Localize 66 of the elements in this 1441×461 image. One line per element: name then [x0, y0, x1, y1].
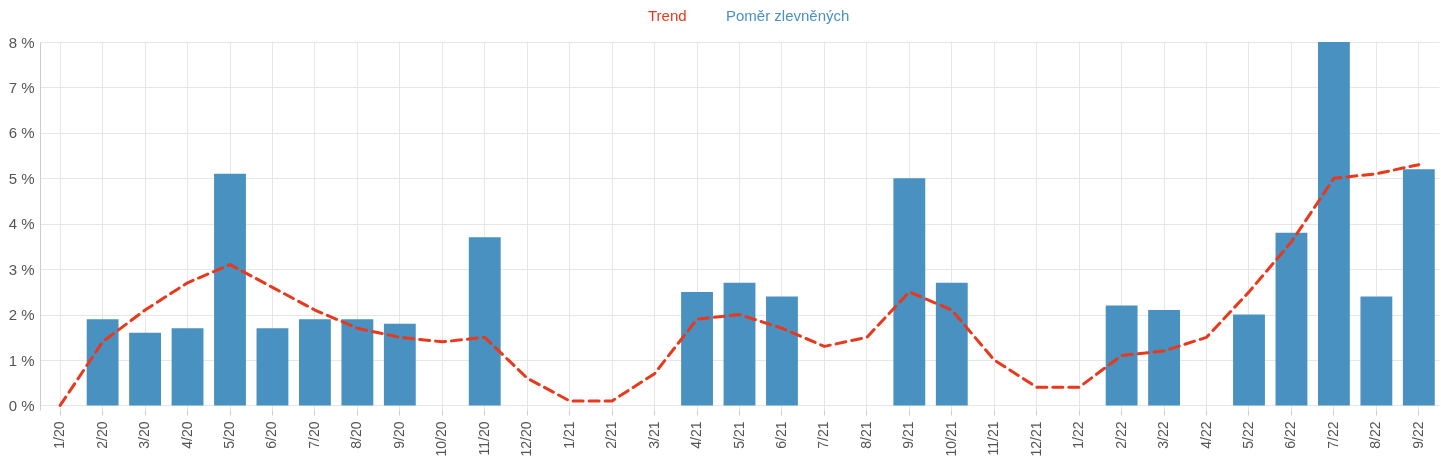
bar [341, 319, 374, 406]
x-tick-label: 3/22 [1155, 421, 1172, 449]
bar [1148, 310, 1180, 406]
y-tick-label: 7 % [8, 78, 35, 96]
bar [256, 328, 289, 406]
bar [214, 173, 246, 406]
x-tick-label: 11/21 [985, 421, 1002, 456]
x-tick-label: 12/20 [518, 421, 535, 457]
y-tick-label: 2 % [8, 306, 35, 324]
x-tick-label: 8/22 [1367, 421, 1384, 449]
x-tick-label: 9/20 [390, 421, 407, 449]
bar [1233, 314, 1265, 406]
x-tick-label: 5/22 [1240, 421, 1256, 449]
x-tick-label: 4/21 [688, 421, 705, 449]
bar [893, 178, 926, 406]
y-tick-label: 6 % [8, 124, 35, 142]
y-tick-label: 1 % [8, 351, 35, 369]
x-tick-label: 11/20 [475, 421, 492, 456]
x-tick-label: 5/20 [221, 421, 237, 449]
x-tick-label: 6/22 [1282, 421, 1299, 449]
line-series [58, 163, 1421, 407]
bar [681, 291, 713, 406]
y-tick-label: 3 % [8, 260, 35, 278]
bar [1275, 232, 1308, 406]
bar [723, 282, 756, 406]
text: Trend [648, 6, 687, 24]
bar [935, 282, 968, 406]
x-tick-label: 10/20 [433, 421, 450, 457]
bar [129, 332, 162, 406]
bar [1360, 296, 1393, 406]
bar [86, 319, 119, 406]
bar [171, 328, 204, 406]
x-tick-label: 3/21 [645, 421, 662, 449]
bar [299, 319, 331, 406]
x-tick-label: 9/21 [900, 421, 917, 449]
x-tick-label: 7/20 [305, 421, 322, 449]
x-tick-label: 3/20 [136, 421, 153, 449]
x-tick-label: 5/21 [730, 421, 747, 449]
y-tick-label: 8 % [8, 33, 35, 51]
x-tick-label: 1/22 [1070, 421, 1087, 449]
x-tick-label: 1/20 [51, 421, 68, 449]
x-tick-label: 10/21 [942, 421, 959, 457]
bar [1317, 42, 1350, 406]
y-tick-label: 4 % [8, 215, 35, 233]
x-tick-label: 2/20 [93, 421, 110, 449]
x-tick-label: 2/21 [603, 421, 620, 449]
bar [1105, 305, 1138, 406]
x-tick-label: 4/20 [178, 421, 195, 449]
bar [766, 296, 798, 406]
x-tick-label: 8/21 [857, 421, 874, 449]
x-tick-label: 7/21 [815, 421, 832, 449]
bar [468, 237, 501, 406]
bar [1402, 169, 1435, 406]
x-tick-label: 6/21 [772, 421, 789, 449]
text: Poměr zlevněných [726, 6, 850, 24]
y-tick-label: 5 % [8, 169, 35, 187]
bar [383, 323, 416, 406]
x-tick-label: 8/20 [348, 421, 365, 449]
x-tick-label: 4/22 [1197, 421, 1214, 449]
x-tick-label: 6/20 [263, 421, 280, 449]
x-tick-label: 7/22 [1324, 421, 1341, 449]
x-tick-label: 1/21 [560, 421, 577, 449]
x-tick-label: 9/22 [1409, 421, 1426, 449]
x-tick-label: 12/21 [1027, 421, 1044, 457]
x-tick-label: 2/22 [1112, 421, 1129, 449]
y-tick-label: 0 % [8, 396, 35, 414]
